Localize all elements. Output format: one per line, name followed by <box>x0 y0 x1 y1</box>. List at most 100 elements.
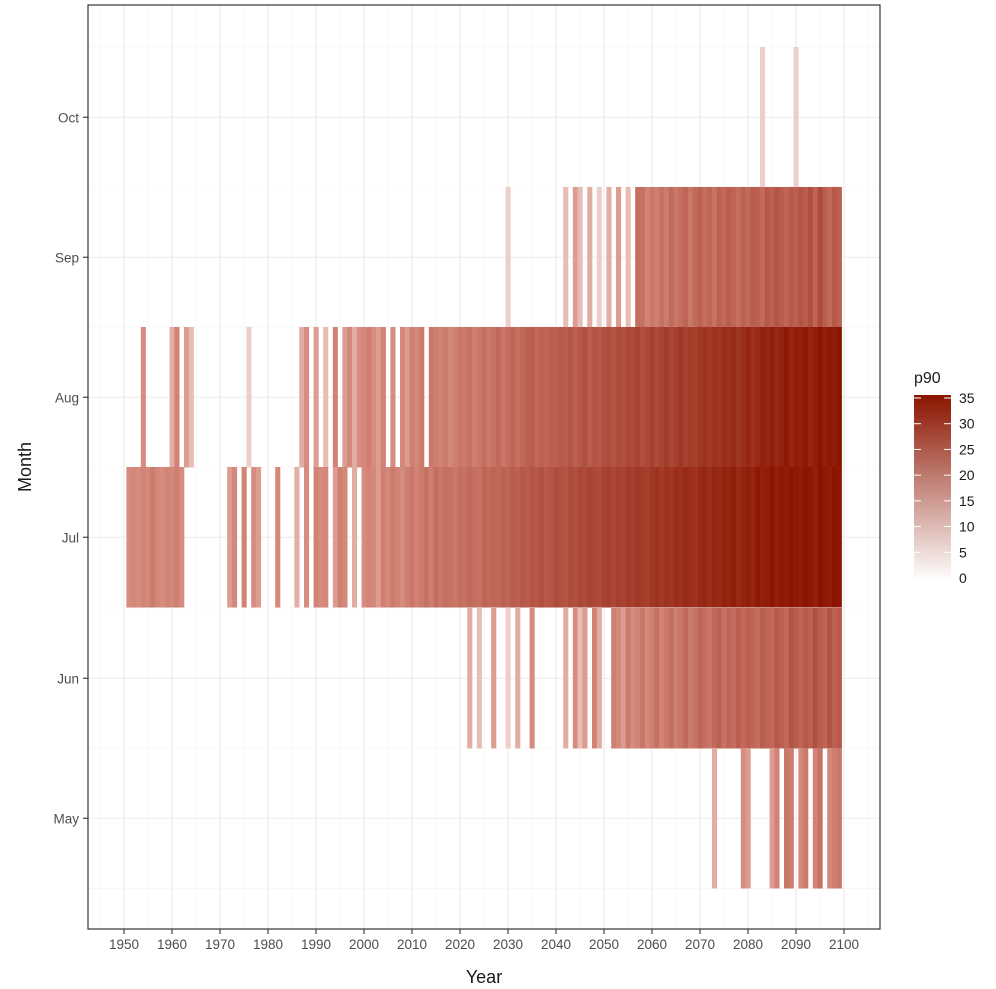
heatmap-cell <box>596 608 602 749</box>
heatmap-cell <box>692 327 698 468</box>
heatmap-cell <box>323 327 329 468</box>
heatmap-cell <box>808 327 814 468</box>
heatmap-cell <box>505 467 511 608</box>
y-tick-label: Jun <box>57 671 79 686</box>
heatmap-cell <box>788 187 794 328</box>
heatmap-cell <box>140 327 146 468</box>
heatmap-cell <box>702 467 708 608</box>
heatmap-cell <box>428 467 434 608</box>
heatmap-cell <box>817 327 823 468</box>
heatmap-cell <box>803 327 809 468</box>
heatmap-cell <box>404 467 410 608</box>
heatmap-cell <box>702 608 708 749</box>
heatmap-cell <box>832 608 838 749</box>
heatmap-cell <box>558 327 564 468</box>
heatmap-cell <box>836 748 842 889</box>
legend-tick-label: 25 <box>959 441 975 457</box>
heatmap-cell <box>836 187 842 328</box>
heatmap-cell <box>764 608 770 749</box>
heatmap-cell <box>702 187 708 328</box>
heatmap-cell <box>812 467 818 608</box>
heatmap-cell <box>342 327 348 468</box>
heatmap-cell <box>515 327 521 468</box>
heatmap-cell <box>332 467 338 608</box>
heatmap-cell <box>721 467 727 608</box>
heatmap-cell <box>337 467 343 608</box>
legend-ticks: 0 5 10 15 20 25 30 35 <box>914 390 975 586</box>
heatmap-cell <box>798 187 804 328</box>
heatmap-cell <box>668 187 674 328</box>
heatmap-cell <box>707 608 713 749</box>
heatmap-cell <box>654 467 660 608</box>
heatmap-cell <box>764 187 770 328</box>
heatmap-cell <box>668 608 674 749</box>
heatmap-cell <box>232 467 238 608</box>
heatmap-cell <box>832 187 838 328</box>
heatmap-cell <box>251 467 257 608</box>
heatmap-cell <box>697 608 703 749</box>
heatmap-cell <box>659 467 665 608</box>
legend-tick-label: 10 <box>959 519 975 535</box>
heatmap-cell <box>659 187 665 328</box>
y-tick-label: Jul <box>62 530 79 545</box>
heatmap-cell <box>716 187 722 328</box>
heatmap-cell <box>611 608 617 749</box>
heatmap-cell <box>577 187 583 328</box>
heatmap-cell <box>582 467 588 608</box>
heatmap-cell <box>332 327 338 468</box>
heatmap-cell <box>505 608 511 749</box>
heatmap-cell <box>755 467 761 608</box>
heatmap-cell <box>836 608 842 749</box>
heatmap-cell <box>769 748 775 889</box>
legend-title: p90 <box>914 370 941 387</box>
heatmap-cell <box>760 187 766 328</box>
x-tick-label: 2040 <box>541 937 571 952</box>
heatmap-cell <box>400 467 406 608</box>
heatmap-cell <box>184 327 190 468</box>
heatmap-cell <box>467 608 473 749</box>
heatmap-cell <box>712 748 718 889</box>
heatmap-cell <box>438 327 444 468</box>
heatmap-cell <box>438 467 444 608</box>
heatmap-cell <box>227 467 233 608</box>
heatmap-cell <box>721 187 727 328</box>
heatmap-cell <box>827 748 833 889</box>
y-tick-label: Oct <box>58 110 79 125</box>
heatmap-cell <box>740 467 746 608</box>
heatmap-cell <box>361 467 367 608</box>
heatmap-cell <box>779 327 785 468</box>
heatmap-cell <box>241 467 247 608</box>
heatmap-cell <box>683 187 689 328</box>
heatmap-cell <box>664 327 670 468</box>
heatmap-cell <box>683 608 689 749</box>
y-axis-ticks: May Jun Jul Aug Sep Oct <box>53 110 88 826</box>
heatmap-cell <box>462 467 468 608</box>
heatmap-cell <box>395 467 401 608</box>
heatmap-cell <box>409 467 415 608</box>
heatmap-cell <box>760 327 766 468</box>
heatmap-cell <box>716 327 722 468</box>
heatmap-cell <box>611 327 617 468</box>
heatmap-cell <box>582 327 588 468</box>
heatmap-cell <box>683 467 689 608</box>
heatmap-cell <box>587 327 593 468</box>
heatmap-cell <box>515 608 521 749</box>
heatmap-cell <box>798 608 804 749</box>
heatmap-cell <box>726 467 732 608</box>
heatmap-cell <box>457 327 463 468</box>
heatmap-cell <box>678 467 684 608</box>
heatmap-cell <box>740 748 746 889</box>
heatmap-cell <box>601 327 607 468</box>
heatmap-cell <box>644 187 650 328</box>
heatmap-cell <box>668 467 674 608</box>
heatmap-cell <box>323 467 329 608</box>
x-tick-label: 2000 <box>349 937 379 952</box>
heatmap-cell <box>827 327 833 468</box>
heatmap-cell <box>544 467 550 608</box>
heatmap-cell <box>784 608 790 749</box>
heatmap-cell <box>500 327 506 468</box>
heatmap-cell <box>644 467 650 608</box>
heatmap-cell <box>812 608 818 749</box>
heatmap-cell <box>798 327 804 468</box>
heatmap-cell <box>164 467 170 608</box>
